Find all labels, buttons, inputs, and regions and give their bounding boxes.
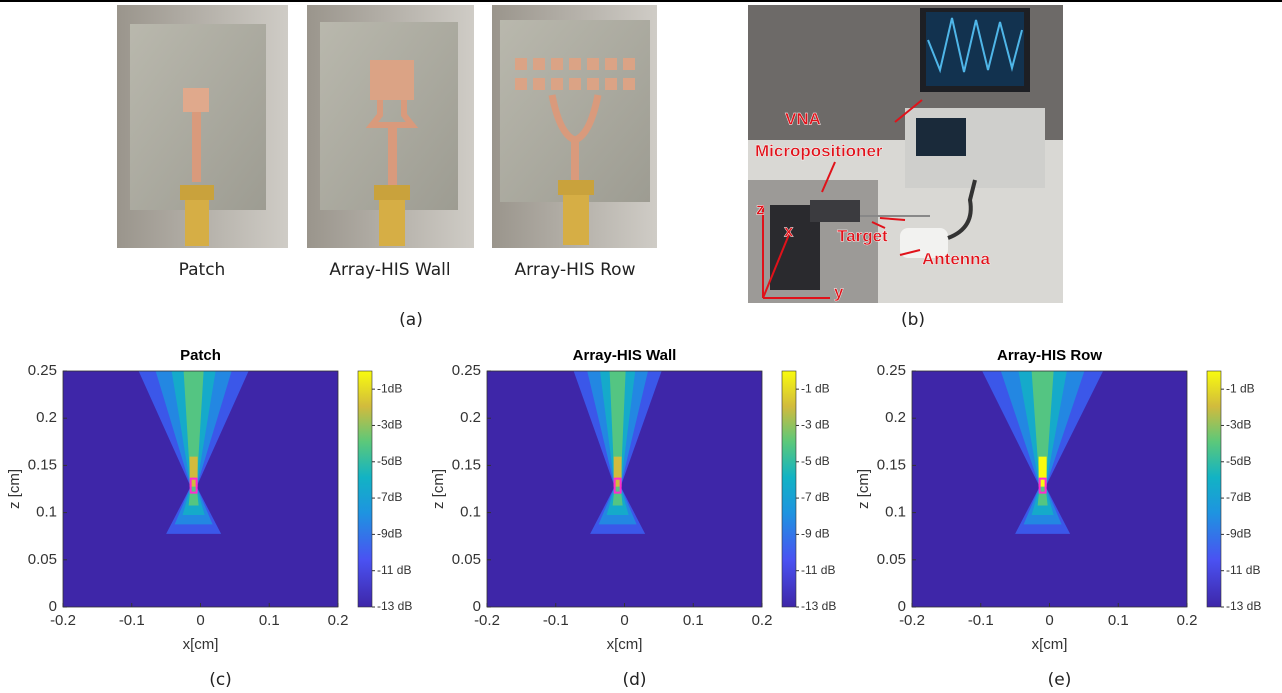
colorbar-tick-label: -9dB bbox=[1226, 527, 1251, 541]
x-tick-label: -0.1 bbox=[543, 612, 569, 629]
y-tick-label: 0.15 bbox=[877, 456, 906, 473]
colorbar-tick-label: -1 dB bbox=[801, 381, 830, 395]
photo-array-wall bbox=[307, 5, 474, 248]
x-tick-label: -0.1 bbox=[119, 612, 145, 629]
x-tick-label: -0.1 bbox=[968, 612, 994, 629]
colorbar-tick-label: -11 dB bbox=[801, 563, 835, 577]
y-tick-label: 0 bbox=[898, 598, 906, 615]
x-tick-label: 0.2 bbox=[328, 612, 349, 629]
colorbar-tick-label: -9dB bbox=[377, 527, 402, 541]
colorbar-tick-label: -1 dB bbox=[1226, 381, 1255, 395]
x-tick-label: 0.1 bbox=[1108, 612, 1129, 629]
photo-array-row bbox=[492, 5, 657, 248]
y-tick-label: 0.05 bbox=[452, 551, 481, 568]
y-tick-label: 0 bbox=[49, 598, 57, 615]
y-tick-label: 0.2 bbox=[885, 409, 906, 426]
caption-b: (b) bbox=[901, 310, 925, 330]
colorbar-tick-label: -3dB bbox=[1226, 418, 1251, 432]
colorbar-tick-label: -1dB bbox=[377, 381, 402, 395]
y-tick-label: 0.05 bbox=[28, 551, 57, 568]
label-y: y bbox=[834, 282, 844, 301]
photo-label: Array-HIS Wall bbox=[329, 260, 450, 280]
y-tick-label: 0.25 bbox=[452, 362, 481, 379]
x-tick-label: 0.1 bbox=[683, 612, 704, 629]
colorbar-tick-label: -11 dB bbox=[1226, 563, 1260, 577]
x-tick-label: 0.1 bbox=[259, 612, 280, 629]
colorbar-tick-label: -7dB bbox=[377, 490, 402, 504]
colorbar-tick-label: -13 dB bbox=[1226, 599, 1261, 613]
colorbar-tick-label: -5dB bbox=[377, 454, 402, 468]
y-axis-label: z [cm] bbox=[855, 469, 872, 509]
label-z: z bbox=[756, 199, 765, 218]
y-tick-label: 0.1 bbox=[460, 504, 481, 521]
figure: VNA Micropositioner Target Antenna z x y… bbox=[0, 0, 1282, 693]
label-vna: VNA bbox=[785, 109, 821, 128]
y-tick-label: 0.1 bbox=[36, 504, 57, 521]
colorbar-tick-label: -13 dB bbox=[801, 599, 836, 613]
y-tick-label: 0 bbox=[473, 598, 481, 615]
colorbar bbox=[782, 371, 796, 607]
plot-title: Array-HIS Row bbox=[997, 347, 1102, 364]
label-target: Target bbox=[837, 226, 888, 245]
y-tick-label: 0.2 bbox=[36, 409, 57, 426]
y-tick-label: 0.05 bbox=[877, 551, 906, 568]
y-tick-label: 0.15 bbox=[452, 456, 481, 473]
x-tick-label: 0.2 bbox=[1177, 612, 1198, 629]
y-tick-label: 0.25 bbox=[877, 362, 906, 379]
label-x: x bbox=[784, 221, 794, 240]
x-tick-label: 0 bbox=[1045, 612, 1053, 629]
colorbar-tick-label: -13 dB bbox=[377, 599, 412, 613]
colorbar-tick-label: -9 dB bbox=[801, 527, 830, 541]
colorbar-tick-label: -5 dB bbox=[801, 454, 830, 468]
plot-caption: (d) bbox=[622, 670, 646, 690]
y-axis-label: z [cm] bbox=[430, 469, 447, 509]
y-tick-label: 0.1 bbox=[885, 504, 906, 521]
photo-label: Array-HIS Row bbox=[515, 260, 636, 280]
x-tick-label: 0 bbox=[196, 612, 204, 629]
plot-caption: (e) bbox=[1048, 670, 1072, 690]
colorbar bbox=[358, 371, 372, 607]
plot-title: Array-HIS Wall bbox=[573, 347, 677, 364]
y-axis-label: z [cm] bbox=[6, 469, 23, 509]
colorbar bbox=[1207, 371, 1221, 607]
y-tick-label: 0.15 bbox=[28, 456, 57, 473]
label-micropositioner: Micropositioner bbox=[755, 141, 883, 160]
label-antenna: Antenna bbox=[922, 249, 991, 268]
colorbar-tick-label: -3dB bbox=[377, 418, 402, 432]
photo-label: Patch bbox=[179, 260, 226, 280]
x-axis-label: x[cm] bbox=[1032, 636, 1068, 653]
y-tick-label: 0.25 bbox=[28, 362, 57, 379]
photo-patch bbox=[117, 5, 288, 248]
colorbar-tick-label: -5dB bbox=[1226, 454, 1251, 468]
colorbar-tick-label: -11 dB bbox=[377, 563, 411, 577]
x-axis-label: x[cm] bbox=[607, 636, 643, 653]
x-tick-label: 0.2 bbox=[752, 612, 773, 629]
y-tick-label: 0.2 bbox=[460, 409, 481, 426]
colorbar-tick-label: -3 dB bbox=[801, 418, 830, 432]
x-tick-label: 0 bbox=[620, 612, 628, 629]
colorbar-tick-label: -7dB bbox=[1226, 490, 1251, 504]
colorbar-tick-label: -7 dB bbox=[801, 490, 830, 504]
x-axis-label: x[cm] bbox=[183, 636, 219, 653]
plot-caption: (c) bbox=[209, 670, 232, 690]
plot-title: Patch bbox=[180, 347, 221, 364]
caption-a: (a) bbox=[399, 310, 423, 330]
